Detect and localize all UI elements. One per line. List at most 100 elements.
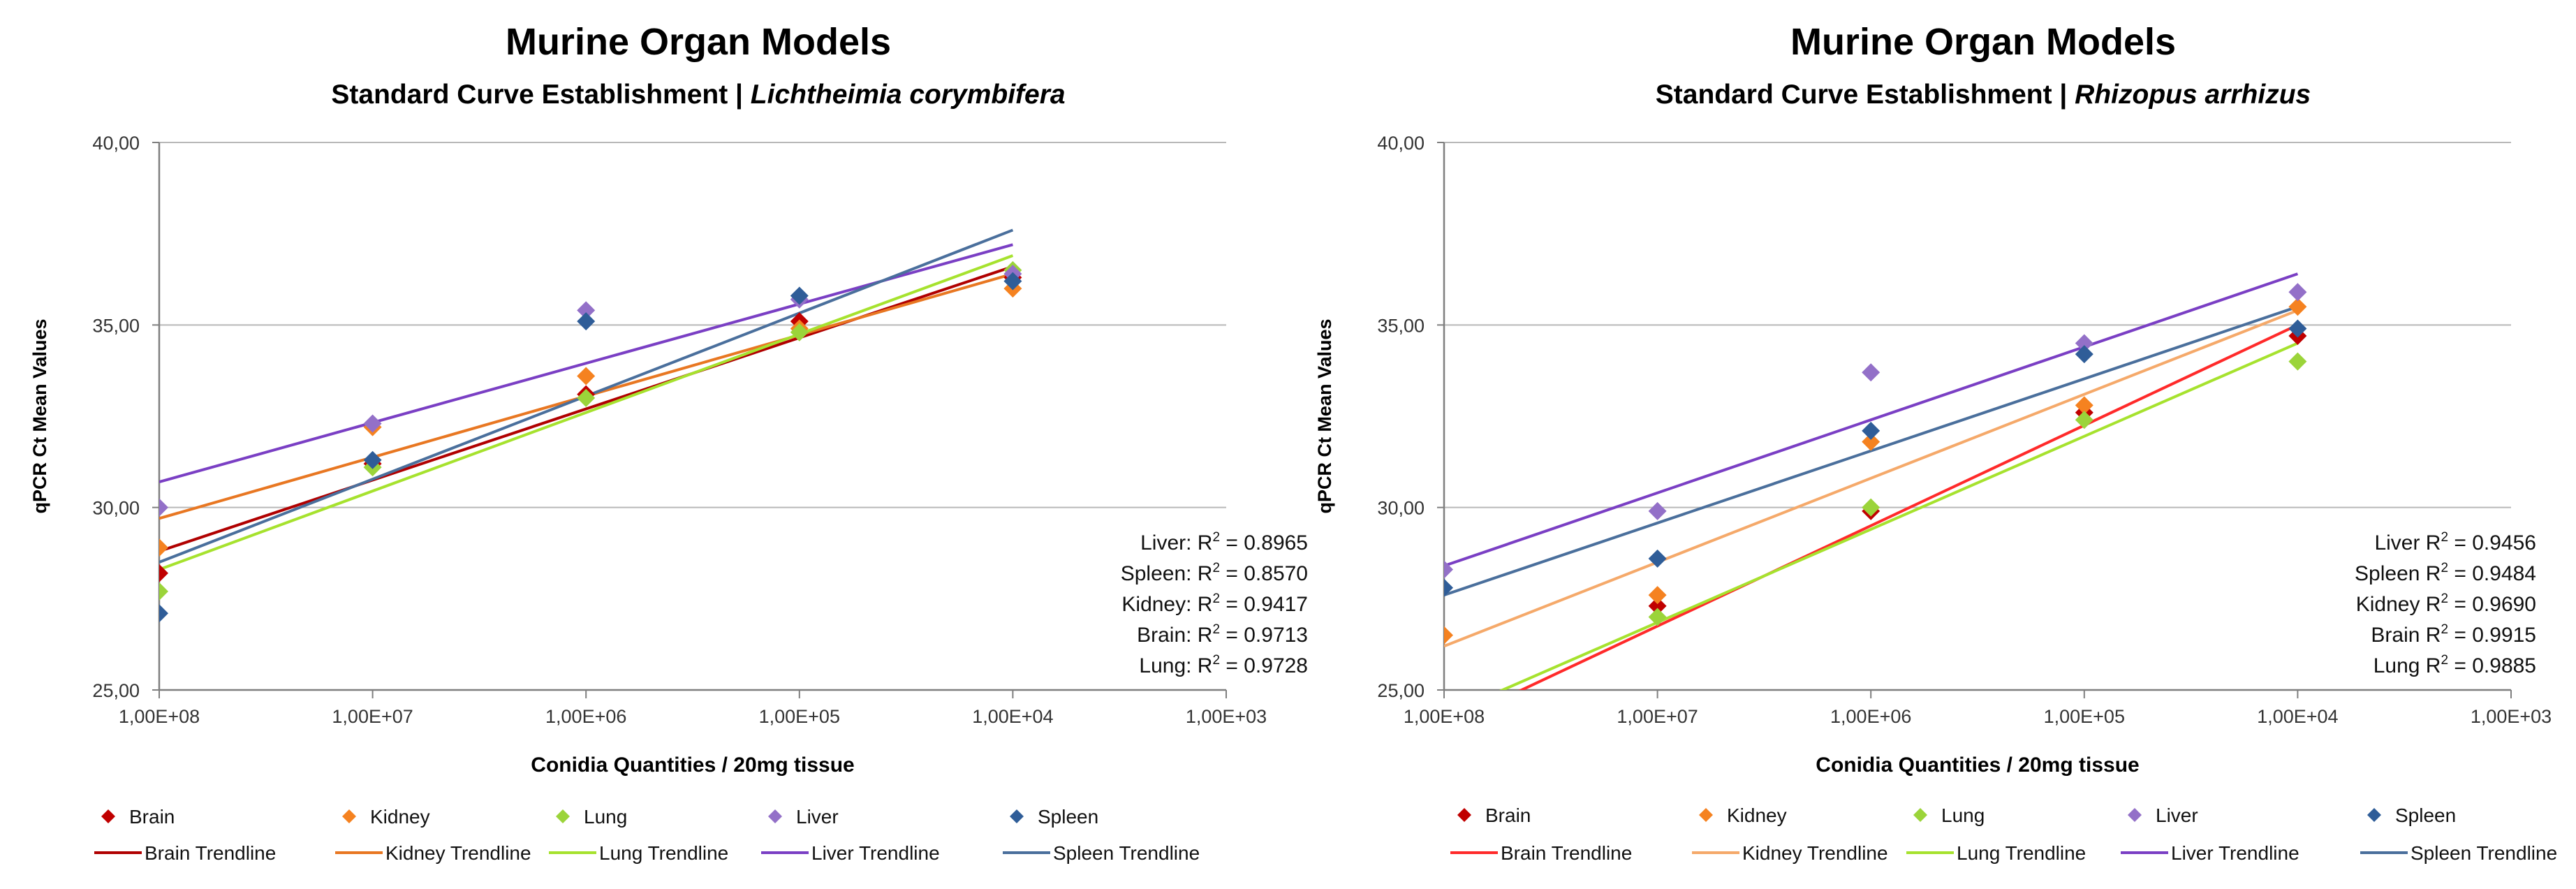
point-lung bbox=[1862, 498, 1881, 517]
point-liver bbox=[2075, 334, 2093, 353]
point-spleen bbox=[1003, 272, 1022, 291]
legend-marker-brain bbox=[1457, 808, 1471, 822]
x-tick-label: 1,00E+07 bbox=[1617, 706, 1698, 727]
legend-marker-kidney bbox=[342, 809, 356, 823]
legend-label: Brain bbox=[129, 806, 175, 828]
legend-label: Kidney Trendline bbox=[385, 842, 531, 864]
r2-annotation: Spleen: R2 = 0.8570 bbox=[1121, 561, 1308, 585]
point-lung bbox=[790, 323, 809, 341]
point-lung bbox=[2288, 352, 2307, 371]
r2-value: = 0.9728 bbox=[1220, 654, 1308, 677]
x-tick-label: 1,00E+04 bbox=[2257, 706, 2338, 727]
r2-annotation: Spleen R2 = 0.9484 bbox=[2355, 561, 2536, 585]
r2-annotation: Brain R2 = 0.9915 bbox=[2371, 622, 2536, 647]
point-spleen bbox=[1444, 578, 1453, 597]
legend-label: Liver bbox=[796, 806, 839, 828]
r2-annotation: Brain: R2 = 0.9713 bbox=[1137, 622, 1308, 647]
point-lung bbox=[2075, 411, 2093, 429]
point-lung bbox=[159, 582, 168, 601]
legend-label: Liver Trendline bbox=[2171, 842, 2299, 864]
point-kidney bbox=[2288, 297, 2307, 316]
x-tick-label: 1,00E+08 bbox=[119, 706, 200, 727]
point-spleen bbox=[2075, 345, 2093, 364]
x-tick-label: 1,00E+06 bbox=[1830, 706, 1911, 727]
point-kidney bbox=[1648, 586, 1667, 605]
point-kidney bbox=[577, 367, 596, 385]
point-kidney bbox=[1444, 626, 1453, 645]
r2-superscript: 2 bbox=[2441, 622, 2448, 637]
y-tick-label: 35,00 bbox=[92, 315, 140, 336]
trendline-kidney bbox=[1444, 309, 2299, 648]
r2-superscript: 2 bbox=[1212, 622, 1220, 637]
r2-superscript: 2 bbox=[2441, 561, 2448, 575]
r2-superscript: 2 bbox=[1212, 530, 1220, 545]
point-liver bbox=[159, 498, 168, 517]
r2-label: Liver R bbox=[2374, 531, 2441, 554]
x-tick-label: 1,00E+03 bbox=[1186, 706, 1267, 727]
legend-label: Kidney Trendline bbox=[1742, 842, 1888, 864]
point-kidney bbox=[159, 538, 168, 557]
chart-title: Murine Organ Models bbox=[1790, 21, 2176, 63]
legend-label: Spleen Trendline bbox=[1053, 842, 1200, 864]
r2-value: = 0.9690 bbox=[2448, 593, 2536, 616]
legend-label: Brain Trendline bbox=[1501, 842, 1632, 864]
trendline-lung bbox=[1499, 341, 2299, 690]
legend-label: Lung Trendline bbox=[599, 842, 728, 864]
r2-label: Liver: R bbox=[1140, 531, 1212, 554]
r2-label: Lung: R bbox=[1139, 654, 1212, 677]
legend-label: Spleen bbox=[1038, 806, 1098, 828]
point-spleen bbox=[790, 286, 809, 305]
chart-panel-2: Murine Organ Models Standard Curve Establ… bbox=[1314, 21, 2557, 864]
legend-marker-kidney bbox=[1699, 808, 1713, 822]
y-tick-label: 30,00 bbox=[1377, 498, 1425, 519]
point-brain bbox=[159, 564, 168, 582]
r2-annotation: Liver R2 = 0.9456 bbox=[2374, 530, 2536, 554]
legend-label: Liver Trendline bbox=[811, 842, 940, 864]
r2-superscript: 2 bbox=[2441, 530, 2448, 545]
x-axis-label: Conidia Quantities / 20mg tissue bbox=[531, 754, 854, 777]
r2-superscript: 2 bbox=[1212, 592, 1220, 606]
y-axis-label: qPCR Ct Mean Values bbox=[29, 318, 50, 513]
legend-marker-spleen bbox=[1010, 809, 1024, 823]
y-tick-label: 40,00 bbox=[1377, 133, 1425, 154]
subtitle-text: Standard Curve Establishment | bbox=[1656, 80, 2075, 110]
r2-superscript: 2 bbox=[1212, 561, 1220, 575]
x-tick-label: 1,00E+06 bbox=[545, 706, 626, 727]
r2-label: Brain R bbox=[2371, 624, 2441, 647]
point-lung bbox=[1648, 608, 1667, 626]
trendline-liver bbox=[1444, 272, 2299, 568]
r2-superscript: 2 bbox=[2441, 653, 2448, 668]
point-spleen bbox=[2288, 319, 2307, 338]
r2-label: Brain: R bbox=[1137, 624, 1212, 647]
legend-marker-liver bbox=[2128, 808, 2142, 822]
legend-label: Kidney bbox=[1727, 804, 1787, 826]
chart-panel-1: Murine Organ Models Standard Curve Establ… bbox=[29, 21, 1308, 864]
legend-marker-lung bbox=[556, 809, 570, 823]
trendline-lung bbox=[159, 254, 1014, 571]
chart-title: Murine Organ Models bbox=[506, 21, 891, 63]
r2-annotation: Lung R2 = 0.9885 bbox=[2373, 653, 2536, 677]
point-liver bbox=[363, 414, 382, 433]
r2-value: = 0.9417 bbox=[1220, 593, 1308, 616]
legend-marker-spleen bbox=[2367, 808, 2381, 822]
y-tick-label: 35,00 bbox=[1377, 315, 1425, 336]
r2-label: Spleen R bbox=[2355, 562, 2441, 585]
r2-value: = 0.9456 bbox=[2448, 531, 2536, 554]
x-tick-label: 1,00E+05 bbox=[2044, 706, 2125, 727]
r2-label: Lung R bbox=[2373, 654, 2441, 677]
point-spleen bbox=[363, 450, 382, 469]
trendline-spleen bbox=[1444, 305, 2299, 597]
y-tick-label: 30,00 bbox=[92, 498, 140, 519]
point-spleen bbox=[159, 604, 168, 623]
point-liver bbox=[1862, 363, 1881, 382]
point-spleen bbox=[577, 312, 596, 331]
legend-label: Lung bbox=[1941, 804, 1985, 826]
chart-subtitle: Standard Curve Establishment | Lichtheim… bbox=[331, 80, 1065, 110]
legend-label: Lung Trendline bbox=[1957, 842, 2086, 864]
point-spleen bbox=[1648, 549, 1667, 568]
legend-label: Spleen bbox=[2395, 804, 2456, 826]
trendline-brain bbox=[1518, 323, 2299, 690]
r2-annotation: Lung: R2 = 0.9728 bbox=[1139, 653, 1308, 677]
r2-annotation: Kidney R2 = 0.9690 bbox=[2356, 592, 2536, 616]
data-points bbox=[159, 260, 1022, 623]
